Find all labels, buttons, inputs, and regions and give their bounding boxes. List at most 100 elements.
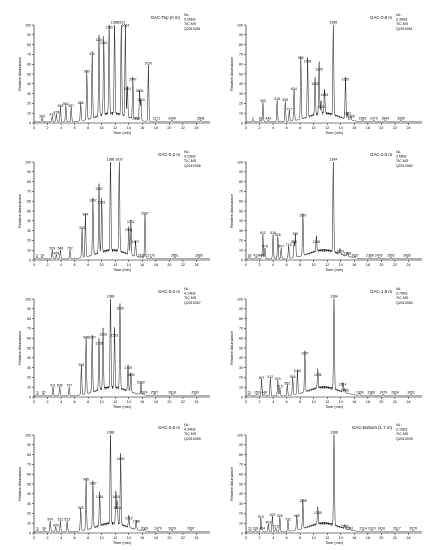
x-tick-label: 4 [272, 400, 274, 404]
x-tick-label: 12 [325, 400, 329, 404]
y-tick-label: 0 [241, 531, 243, 535]
peak-label: 518 [274, 97, 280, 101]
panel-info: Q2010057 [184, 301, 201, 305]
x-tick-label: 18 [154, 536, 158, 540]
y-tick-label: 100 [25, 23, 31, 27]
panel-info: TIC MS [396, 22, 409, 26]
peak-label: 1388 [107, 158, 115, 162]
peak-label: 3 [36, 527, 38, 531]
peak-label: 507 [259, 376, 265, 380]
peak-label: 30 [42, 527, 46, 531]
panel-info: 9.26E8 [184, 18, 195, 22]
panel-title: GAC-0.9 m [370, 15, 392, 20]
x-tick-label: 14 [339, 536, 343, 540]
x-tick-label: 24 [194, 263, 198, 267]
peak-label: 448 [261, 391, 267, 395]
peak-label: 2368 [366, 254, 374, 258]
peak-label: 454 [259, 527, 265, 531]
x-tick-label: 14 [339, 263, 343, 267]
peak-label: 2070 [145, 62, 153, 66]
peak-label: 1839 [344, 252, 352, 256]
peak-label: 512 [268, 375, 274, 379]
peak-label: 1630 [116, 306, 124, 310]
peak-label: 1531 [118, 21, 126, 25]
y-tick-label: 70 [239, 327, 243, 331]
peak-label: 515 [258, 515, 264, 519]
y-tick-label: 30 [27, 502, 31, 506]
peak-label: 1907 [351, 254, 359, 258]
y-tick-label: 100 [25, 297, 31, 301]
peak-label: 747 [66, 384, 72, 388]
panel-info: Q2010062 [396, 164, 413, 168]
peak-label: 390 [260, 99, 266, 103]
panel-info: TIC MS [396, 432, 409, 436]
y-tick-label: 0 [241, 121, 243, 125]
y-tick-label: 10 [239, 112, 243, 116]
peak-label: 538 [57, 384, 63, 388]
peak-label: 925 [78, 506, 84, 510]
peak-label: 2 [252, 117, 254, 121]
y-tick-label: 20 [239, 102, 243, 106]
peak-label: 1907 [132, 240, 140, 244]
peak-label: 1721 [127, 220, 135, 224]
x-tick-label: 12 [113, 263, 117, 267]
peak-label: 2171 [153, 117, 161, 121]
tic-trace [34, 298, 210, 397]
peak-label: 715 [277, 385, 283, 389]
peak-label: 1098 [299, 499, 307, 503]
peak-label: 2060 [137, 381, 145, 385]
y-tick-label: 40 [27, 356, 31, 360]
peak-label: 26 [42, 391, 46, 395]
peak-label: 1909 [356, 391, 364, 395]
x-tick-label: 10 [100, 536, 104, 540]
panel-info: TIC MS [396, 159, 409, 163]
x-tick-label: 8 [299, 400, 301, 404]
peak-label: 3066 [403, 254, 411, 258]
x-tick-label: 8 [299, 263, 301, 267]
peak-label: 21 [247, 391, 251, 395]
y-tick-label: 0 [29, 531, 31, 535]
peak-label: 548 [58, 104, 64, 108]
peak-label: 587 [68, 104, 74, 108]
y-tick-label: 20 [239, 239, 243, 243]
y-tick-label: 40 [27, 492, 31, 496]
y-tick-label: 70 [239, 190, 243, 194]
x-tick-label: 12 [325, 263, 329, 267]
y-tick-label: 100 [25, 160, 31, 164]
y-tick-label: 40 [27, 82, 31, 86]
peak-label: 478 [262, 245, 268, 249]
peak-label: 2170 [147, 254, 155, 258]
peak-label: 280 [39, 115, 45, 119]
y-tick-label: 70 [27, 190, 31, 194]
y-tick-label: 0 [29, 121, 31, 125]
peak-label: 413 [253, 254, 259, 258]
peak-label: 523 [64, 518, 70, 522]
peak-label: 1096 [304, 60, 312, 64]
peak-label: 1104 [95, 38, 102, 42]
y-tick-label: 20 [27, 239, 31, 243]
y-tick-label: 70 [27, 53, 31, 57]
x-tick-label: 20 [167, 263, 171, 267]
peak-label: 1619 [336, 250, 344, 254]
x-tick-label: 4 [60, 536, 62, 540]
y-tick-label: 40 [239, 82, 243, 86]
peak-label: 118 [253, 527, 259, 531]
x-tick-label: 4 [60, 400, 62, 404]
panel-info: TIC MS [184, 296, 197, 300]
y-tick-label: 90 [239, 33, 243, 37]
x-tick-label: 14 [339, 400, 343, 404]
y-tick-label: 10 [239, 386, 243, 390]
peak-label: 1551 [346, 527, 354, 531]
tic-trace [246, 161, 422, 260]
y-tick-label: 10 [239, 522, 243, 526]
panel-info: 3 ME8 [396, 155, 406, 159]
y-tick-label: 30 [27, 229, 31, 233]
x-axis-label: Time (min) [113, 131, 132, 135]
y-tick-label: 90 [27, 170, 31, 174]
peak-label: 1796 [132, 520, 140, 524]
x-tick-label: 6 [74, 536, 76, 540]
peak-label: 1403 [112, 495, 120, 499]
peak-label: 1097 [301, 351, 309, 355]
x-tick-label: 14 [127, 126, 131, 130]
x-axis-label: Time (min) [325, 405, 344, 409]
